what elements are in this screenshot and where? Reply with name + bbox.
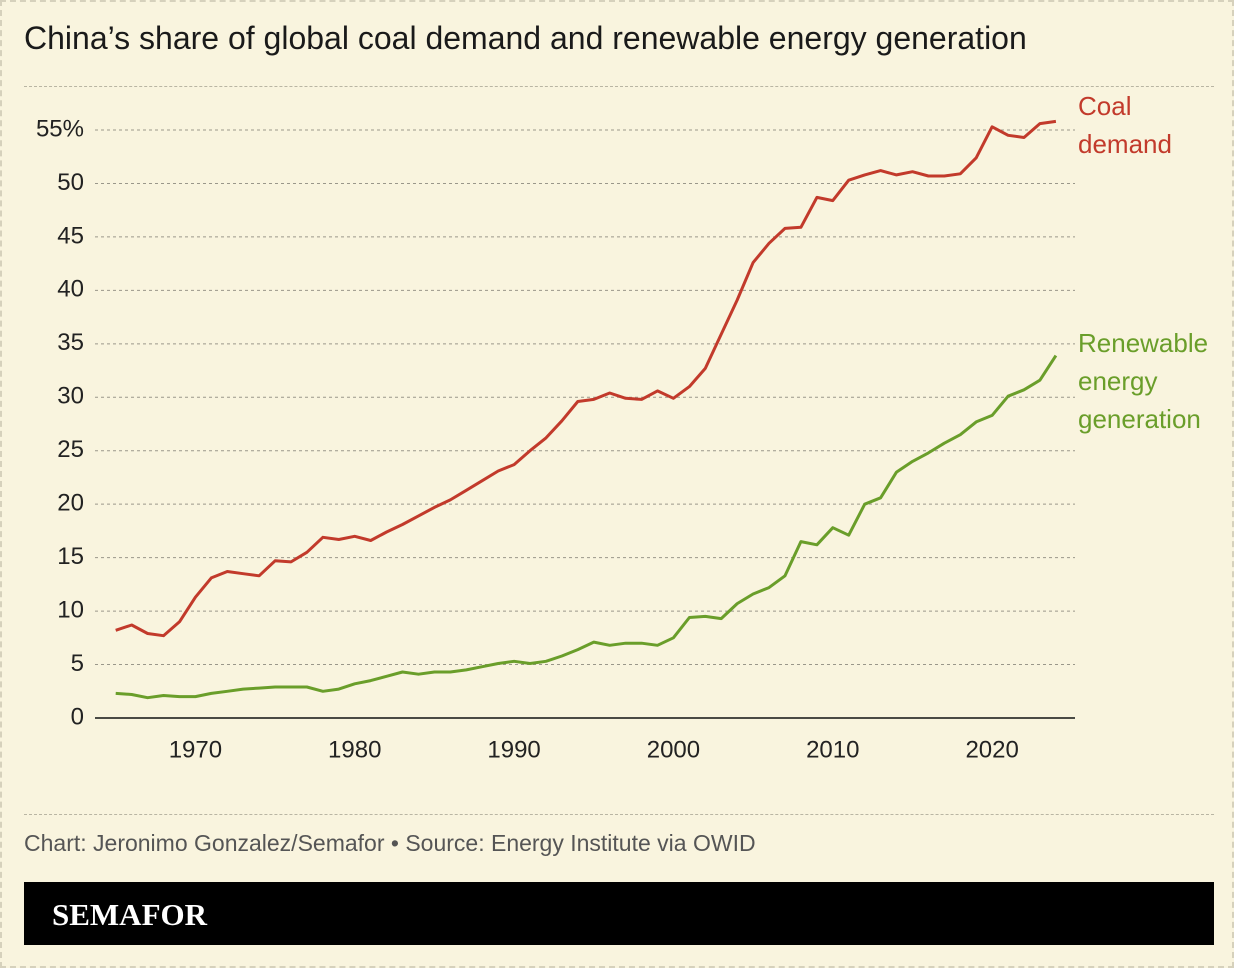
series-line <box>115 119 1057 638</box>
y-tick-label: 50 <box>57 169 84 196</box>
brand-bar: SEMAFOR <box>24 882 1214 945</box>
x-tick-label: 1970 <box>169 736 222 763</box>
series-label: Renewable energy generation <box>1078 327 1209 434</box>
y-tick-label: 55% <box>36 115 84 142</box>
chart-title: China’s share of global coal demand and … <box>24 20 1027 56</box>
y-tick-label: 5 <box>71 650 84 677</box>
x-tick-label: 1990 <box>487 736 540 763</box>
y-tick-label: 45 <box>57 222 84 249</box>
y-tick-label: 15 <box>57 543 84 570</box>
y-tick-label: 30 <box>57 383 84 410</box>
divider <box>24 814 1214 815</box>
x-tick-label: 2020 <box>965 736 1018 763</box>
brand-logo: SEMAFOR <box>52 897 207 932</box>
x-tick-label: 2010 <box>806 736 859 763</box>
y-tick-label: 40 <box>57 276 84 303</box>
x-tick-label: 1980 <box>328 736 381 763</box>
divider <box>24 86 1214 87</box>
series-label: Coal demand <box>1078 91 1172 160</box>
y-tick-label: 35 <box>57 329 84 356</box>
series-line <box>115 354 1058 700</box>
y-tick-label: 25 <box>57 436 84 463</box>
source-note: Chart: Jeronimo Gonzalez/Semafor • Sourc… <box>24 830 756 856</box>
y-tick-label: 10 <box>57 596 84 623</box>
y-tick-label: 20 <box>57 490 84 517</box>
y-tick-label: 0 <box>71 703 84 730</box>
x-tick-label: 2000 <box>647 736 700 763</box>
